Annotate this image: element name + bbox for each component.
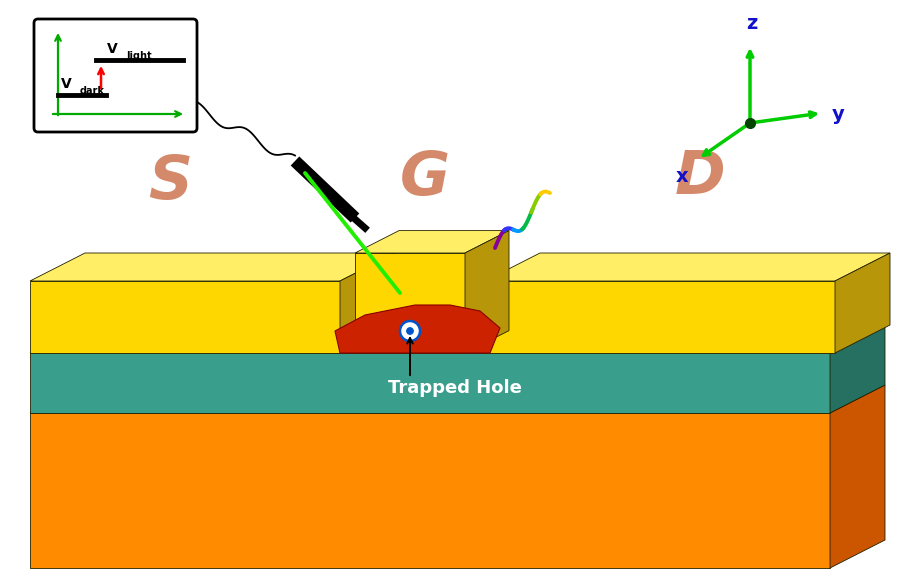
Text: G: G <box>400 149 450 208</box>
Polygon shape <box>835 253 890 353</box>
Text: $\mathbf{V}$: $\mathbf{V}$ <box>106 42 119 56</box>
Circle shape <box>407 328 413 334</box>
Text: y: y <box>832 106 845 125</box>
Text: x: x <box>675 167 688 186</box>
Text: dark: dark <box>80 86 105 96</box>
Polygon shape <box>30 353 830 413</box>
Polygon shape <box>335 305 500 353</box>
Polygon shape <box>340 253 395 353</box>
Polygon shape <box>355 231 509 253</box>
Text: z: z <box>746 14 758 33</box>
Polygon shape <box>30 281 340 353</box>
FancyBboxPatch shape <box>34 19 197 132</box>
Text: S: S <box>148 153 192 212</box>
Text: light: light <box>126 51 151 61</box>
Polygon shape <box>830 325 885 413</box>
Circle shape <box>400 321 420 341</box>
Polygon shape <box>30 385 885 413</box>
Polygon shape <box>355 253 465 353</box>
Polygon shape <box>485 253 890 281</box>
Polygon shape <box>465 231 509 353</box>
Text: Trapped Hole: Trapped Hole <box>388 379 522 397</box>
Polygon shape <box>30 253 395 281</box>
Polygon shape <box>830 385 885 568</box>
Polygon shape <box>485 281 835 353</box>
Text: D: D <box>675 149 725 208</box>
Polygon shape <box>30 413 830 568</box>
Polygon shape <box>30 325 885 353</box>
Text: $\mathbf{V}$: $\mathbf{V}$ <box>60 77 73 91</box>
